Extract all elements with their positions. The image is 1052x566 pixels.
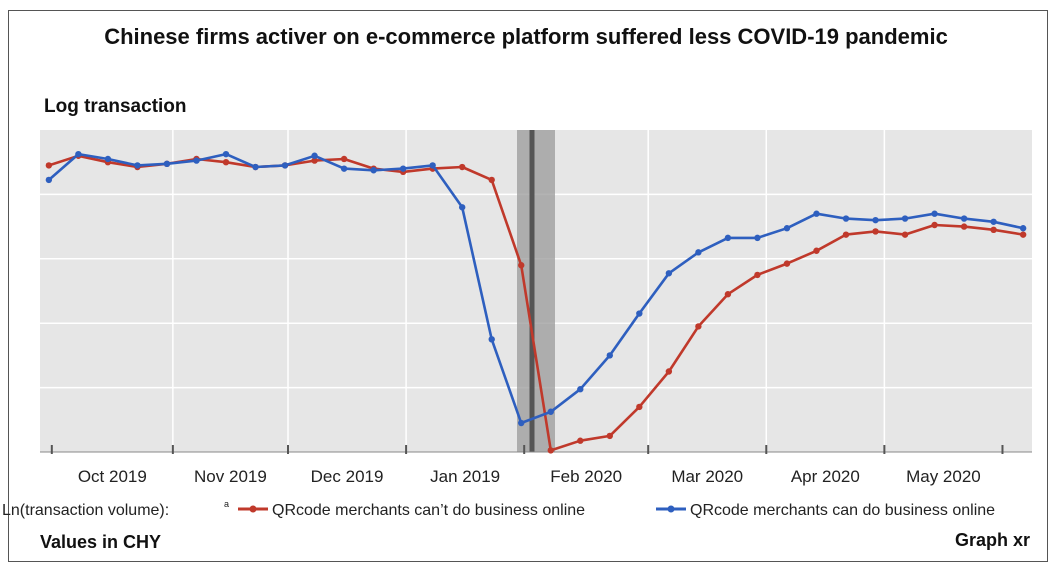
data-point	[252, 163, 259, 171]
data-point	[104, 155, 112, 163]
data-point	[901, 215, 909, 222]
data-point	[990, 226, 997, 234]
data-point	[754, 271, 761, 279]
data-point	[1019, 225, 1027, 232]
currency-note: Values in CHY	[40, 532, 162, 552]
data-point	[311, 152, 318, 159]
legend: Ln(transaction volume): a QRcode merchants…	[2, 499, 995, 519]
x-axis-ticks: Oct 2019 Nov 2019 Dec 2019 Jan 2019 Feb 2020…	[50, 445, 1004, 486]
data-point	[901, 231, 909, 238]
data-point	[724, 291, 732, 298]
data-point	[193, 157, 200, 164]
data-point	[45, 162, 53, 169]
data-point	[695, 323, 702, 330]
x-tick-label: Dec 2019	[311, 467, 384, 486]
data-point	[340, 155, 348, 163]
data-point	[399, 165, 407, 172]
graph-source: Graph xr	[954, 530, 1030, 550]
data-point	[45, 176, 53, 184]
legend-prefix-sup: a	[224, 499, 229, 509]
data-point	[75, 150, 82, 158]
data-point	[960, 215, 968, 222]
data-point	[931, 210, 938, 217]
data-point	[636, 403, 643, 411]
data-point	[488, 336, 495, 343]
data-point	[695, 249, 702, 256]
legend-marker	[249, 505, 257, 513]
data-point	[842, 231, 850, 238]
data-point	[134, 162, 141, 169]
x-tick-label: Oct 2019	[78, 467, 147, 486]
data-point	[872, 228, 879, 235]
data-point	[518, 419, 525, 427]
data-point	[458, 204, 466, 211]
data-point	[960, 223, 968, 230]
data-point	[872, 216, 879, 224]
data-point	[990, 218, 997, 225]
event-marker-band	[517, 130, 555, 452]
data-point	[665, 368, 673, 375]
data-point	[842, 215, 850, 222]
data-point	[606, 352, 614, 359]
series-line	[48, 152, 1024, 425]
data-point	[724, 234, 732, 242]
data-point	[429, 162, 436, 169]
series-layer	[45, 150, 1027, 454]
series-online-merchants	[45, 150, 1027, 427]
x-tick-label: Feb 2020	[550, 467, 622, 486]
legend-marker	[667, 505, 675, 513]
data-point	[931, 221, 938, 229]
x-tick-label: Jan 2019	[430, 467, 500, 486]
data-point	[311, 157, 318, 164]
data-point	[783, 260, 791, 267]
data-point	[636, 310, 643, 317]
data-point	[577, 386, 584, 393]
y-axis-title: Log transaction	[44, 96, 187, 117]
x-tick-label: Nov 2019	[194, 467, 267, 486]
data-point	[222, 159, 230, 166]
data-point	[577, 437, 584, 444]
data-point	[340, 165, 348, 172]
series-line	[48, 154, 1024, 452]
data-point	[458, 163, 466, 171]
data-point	[783, 225, 791, 232]
data-point	[754, 234, 761, 242]
data-point	[163, 160, 171, 168]
data-point	[281, 162, 289, 169]
data-point	[488, 176, 495, 184]
legend-label: QRcode merchants can’t do business onlin…	[272, 502, 585, 519]
data-point	[518, 262, 525, 269]
data-point	[813, 247, 820, 254]
data-point	[370, 167, 377, 174]
data-point	[665, 270, 673, 277]
x-tick-label: Apr 2020	[791, 467, 860, 486]
data-point	[547, 408, 554, 415]
data-point	[1019, 231, 1027, 238]
data-point	[813, 210, 820, 217]
data-point	[547, 447, 554, 454]
legend-label: QRcode merchants can do business online	[690, 502, 995, 519]
x-tick-label: Mar 2020	[671, 467, 743, 486]
chart-title: Chinese firms activer on e-commerce plat…	[104, 24, 948, 49]
x-tick-label: May 2020	[906, 467, 981, 486]
data-point	[606, 432, 614, 440]
data-point	[222, 150, 230, 158]
legend-prefix: Ln(transaction volume):	[2, 502, 169, 519]
